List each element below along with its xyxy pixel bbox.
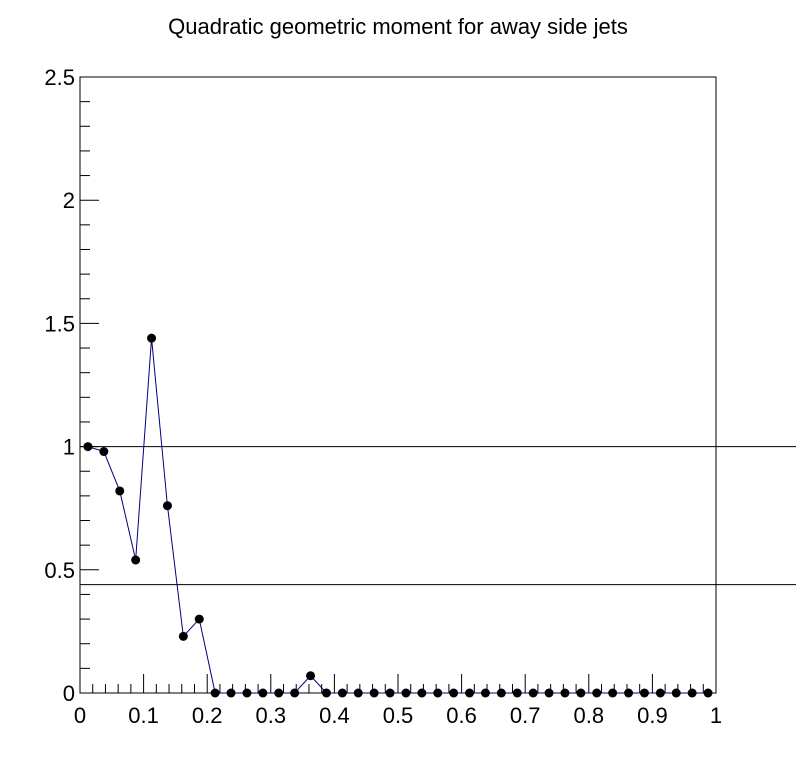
y-tick-labels: 0 0.5 1 1.5 2 2.5 — [44, 65, 75, 706]
series-line — [87, 338, 709, 694]
data-point — [131, 555, 141, 565]
y-tick-label: 0 — [63, 681, 75, 706]
y-tick-label: 2 — [63, 188, 75, 213]
data-point — [210, 688, 220, 698]
data-point — [369, 688, 379, 698]
data-point — [592, 688, 602, 698]
x-tick-label: 0.8 — [574, 703, 605, 728]
minor-ticks — [80, 101, 704, 693]
data-point — [608, 688, 618, 698]
data-point — [703, 688, 713, 698]
data-point — [655, 688, 665, 698]
data-point — [449, 688, 459, 698]
data-point — [417, 688, 427, 698]
major-ticks — [79, 76, 717, 694]
data-point — [639, 688, 649, 698]
x-tick-label: 0.1 — [128, 703, 159, 728]
data-point — [337, 688, 347, 698]
data-point — [496, 688, 506, 698]
data-point — [576, 688, 586, 698]
x-tick-label: 0 — [74, 703, 86, 728]
data-point — [274, 688, 284, 698]
x-tick-label: 0.7 — [510, 703, 541, 728]
data-point — [178, 631, 188, 641]
data-point — [433, 688, 443, 698]
y-tick-label: 2.5 — [44, 65, 75, 90]
chart-title: Quadratic geometric moment for away side… — [168, 14, 628, 39]
data-point — [226, 688, 236, 698]
data-point — [512, 688, 522, 698]
plot-frame — [79, 76, 717, 694]
series — [83, 333, 713, 698]
data-point — [560, 688, 570, 698]
data-point — [465, 688, 475, 698]
x-tick-label: 0.5 — [383, 703, 414, 728]
x-tick-label: 1 — [710, 703, 722, 728]
y-tick-label: 1.5 — [44, 311, 75, 336]
data-point — [83, 442, 93, 452]
data-point — [147, 333, 157, 343]
x-tick-label: 0.2 — [192, 703, 223, 728]
data-point — [687, 688, 697, 698]
data-point — [290, 688, 300, 698]
data-point — [401, 688, 411, 698]
data-point — [242, 688, 252, 698]
data-point — [99, 447, 109, 457]
data-point — [385, 688, 395, 698]
data-point — [544, 688, 554, 698]
data-point — [115, 486, 125, 496]
data-point — [671, 688, 681, 698]
x-tick-label: 0.4 — [319, 703, 350, 728]
x-tick-label: 0.6 — [446, 703, 477, 728]
data-point — [306, 671, 316, 681]
x-tick-label: 0.9 — [637, 703, 668, 728]
data-point — [624, 688, 634, 698]
y-tick-label: 0.5 — [44, 558, 75, 583]
data-point — [480, 688, 490, 698]
horizontal-reference-lines — [80, 446, 796, 586]
x-tick-labels: 0 0.1 0.2 0.3 0.4 0.5 0.6 0.7 0.8 0.9 1 — [74, 703, 722, 728]
y-tick-label: 1 — [63, 435, 75, 460]
data-point — [528, 688, 538, 698]
data-point — [321, 688, 331, 698]
x-tick-label: 0.3 — [256, 703, 287, 728]
data-point — [258, 688, 268, 698]
data-point — [353, 688, 363, 698]
data-point — [162, 501, 172, 511]
data-point — [194, 614, 204, 624]
